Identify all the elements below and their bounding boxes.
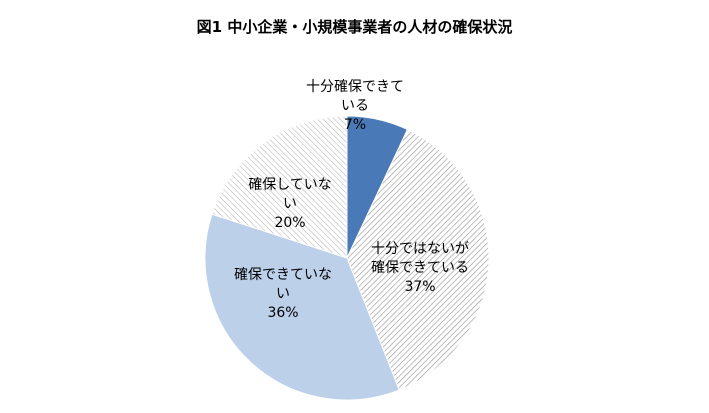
pie-slice (204, 213, 400, 401)
pie-slice (211, 115, 348, 259)
value-label: 20% (274, 215, 306, 231)
slice-label: 十分確保できている 7% (303, 78, 407, 135)
pie-slice (346, 128, 490, 391)
slice-label: 十分ではないが確保できている 37% (365, 240, 475, 297)
category-label: 十分確保できている (306, 79, 404, 114)
category-label: 十分ではないが確保できている (371, 241, 469, 276)
category-label: 確保していない (248, 177, 332, 212)
category-label: 確保できていない (234, 267, 332, 302)
value-label: 36% (267, 305, 299, 321)
value-label: 37% (404, 279, 436, 295)
slice-label: 確保できていない 36% (231, 266, 335, 323)
slice-label: 確保していない 20% (244, 176, 336, 233)
chart-title: 図1 中小企業・小規模事業者の人材の確保状況 (196, 18, 513, 36)
value-label: 7% (343, 117, 367, 133)
